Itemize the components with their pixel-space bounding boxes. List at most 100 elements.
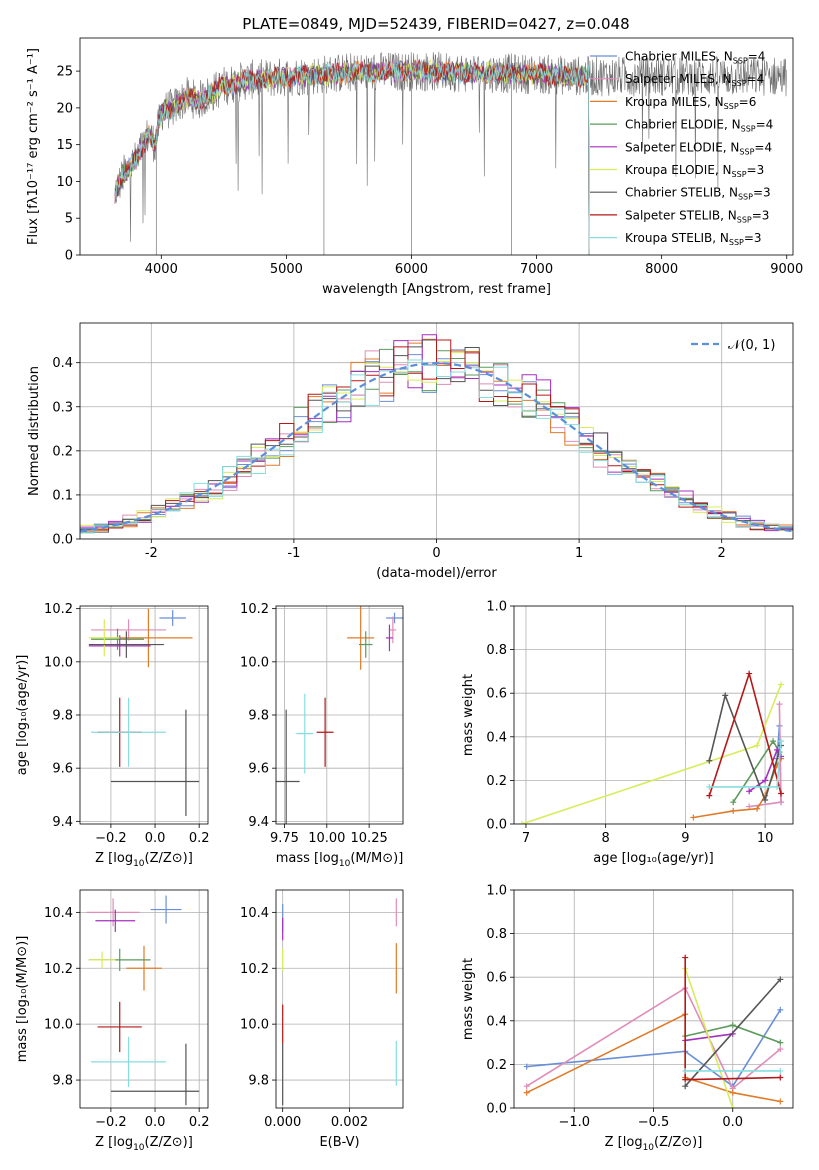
spectrum-ytick-label: 5	[65, 212, 73, 227]
legend-label-salpeter_elodie: Salpeter ELODIE, NSSP=4	[625, 140, 772, 156]
weight_vs_Z-ytick-label: 0.4	[486, 1014, 507, 1029]
residuals-ytick-label: 0.2	[52, 444, 73, 459]
residuals-frame	[79, 322, 794, 540]
mass_vs_Z-frame	[79, 889, 209, 1109]
weight_vs_age-marker-kroupa_stelib	[778, 738, 785, 745]
residuals-ytick-label: 0.4	[52, 356, 73, 371]
weight_vs_age-marker-kroupa_elodie	[778, 681, 785, 688]
weight_vs_age-marker-kroupa_stelib	[706, 783, 713, 790]
weight_vs_age-marker-chabrier_elodie	[730, 799, 737, 806]
age_vs_Z-ytick-label: 9.8	[52, 709, 73, 724]
age_vs_Z-frame	[79, 605, 209, 825]
spectrum-model-line-kroupa_miles	[114, 59, 590, 255]
mass_vs_Z-point-salpeter_elodie	[95, 909, 136, 932]
weight_vs_age-ytick-label: 0.8	[486, 643, 507, 658]
weight_vs_age-marker-chabrier_stelib	[762, 797, 769, 804]
weight_vs_Z-marker-kroupa_miles	[777, 1098, 784, 1105]
weight_vs_age-plot-area	[514, 606, 793, 824]
legend-label-salpeter_stelib: Salpeter STELIB, NSSP=3	[625, 208, 769, 224]
weight_vs_age-marker-kroupa_miles	[730, 807, 737, 814]
age_vs_Z-ytick-label: 9.6	[52, 762, 73, 777]
legend-label-chabrier_elodie: Chabrier ELODIE, NSSP=4	[625, 118, 773, 134]
age_vs_Z-point-kroupa_stelib	[91, 697, 167, 767]
weight_vs_age-marker-kroupa_elodie	[754, 742, 761, 749]
age_vs_Z-ylabel: age [log₁₀(age/yr)]	[15, 655, 30, 776]
weight_vs_age-ytick-label: 1.0	[486, 600, 507, 615]
weight_vs_age-marker-salpeter_elodie	[746, 788, 753, 795]
weight_vs_age-panel: 7 8 9 10 0.0 0.2 0.4 0.6 0.8 1.0 age [log₁₀(age/yr…	[461, 600, 794, 866]
residuals-panel: -2 -1 0 1 2 0.0 0.1 0.2 0.3 0.4 (data-model)/error…	[27, 322, 794, 581]
age_vs_mass-frame	[275, 605, 404, 825]
residuals-xtick-label: 2	[718, 546, 726, 561]
weight_vs_Z-xtick-label: −1.0	[558, 1115, 590, 1130]
mass_vs_Z-plot-area	[80, 890, 208, 1108]
residuals-xlabel: (data-model)/error	[376, 566, 497, 581]
weight_vs_age-frame	[513, 605, 794, 825]
weight_vs_Z-ylabel: mass weight	[461, 958, 476, 1040]
residuals-ytick-label: 0.0	[52, 533, 73, 548]
age_vs_mass-xtick-label: 9.75	[270, 831, 299, 846]
legend-label-kroupa_elodie: Kroupa ELODIE, NSSP=3	[625, 163, 764, 179]
spectrum-panel: 4000 5000 6000 7000 8000 9000 0 5 10 15 20 25 wavele…	[26, 37, 803, 297]
weight_vs_age-xtick-label: 9	[681, 831, 689, 846]
weight_vs_age-marker-salpeter_stelib	[706, 792, 713, 799]
weight_vs_age-marker-salpeter_miles	[746, 803, 753, 810]
normal-curve	[80, 361, 793, 533]
weight_vs_Z-marker-chabrier_elodie	[777, 1039, 784, 1046]
weight_vs_Z-marker-kroupa_elodie	[729, 1105, 736, 1108]
spectrum-model-line-salpeter_elodie	[114, 59, 590, 255]
weight_vs_Z-marker-chabrier_stelib	[777, 976, 784, 983]
weight_vs_age-marker-chabrier_stelib	[706, 757, 713, 764]
weight_vs_Z-marker-salpeter_miles	[777, 1046, 784, 1053]
age_vs_Z-point-chabrier_miles	[159, 609, 186, 626]
weight_vs_age-xtick-label: 7	[522, 831, 530, 846]
spectrum-frame	[79, 37, 794, 256]
spectrum-xtick-label: 4000	[145, 262, 178, 277]
age_vs_mass-xtick-label: 10.25	[351, 831, 388, 846]
mass_vs_ebv-ytick-label: 10.0	[240, 1018, 269, 1033]
mass_vs_Z-ytick-label: 10.2	[44, 962, 73, 977]
spectrum-xtick-label: 7000	[520, 262, 553, 277]
mass_vs_Z-ytick-label: 10.0	[44, 1018, 73, 1033]
weight_vs_age-xtick-label: 10	[757, 831, 774, 846]
age_vs_mass-xtick-label: 10.00	[308, 831, 345, 846]
weight_vs_Z-marker-kroupa_stelib	[777, 1067, 784, 1074]
age_vs_mass-point-chabrier_stelib	[276, 709, 300, 824]
spectrum-xlabel: wavelength [Angstrom, rest frame]	[322, 282, 551, 297]
weight_vs_Z-marker-kroupa_stelib	[682, 1067, 689, 1074]
weight_vs_Z-series-chabrier_stelib	[684, 978, 781, 1087]
weight_vs_age-series-kroupa_elodie	[521, 684, 782, 824]
age_vs_mass-point-chabrier_elodie	[358, 631, 373, 658]
mass_vs_Z-xtick-label: −0.2	[95, 1115, 127, 1130]
spectrum-ytick-label: 0	[65, 249, 73, 264]
weight_vs_Z-xtick-label: −0.5	[638, 1115, 670, 1130]
mass_vs_Z-point-salpeter_miles	[86, 898, 140, 927]
age_vs_mass-point-kroupa_stelib	[296, 693, 314, 774]
weight_vs_age-series-chabrier_stelib	[708, 692, 782, 803]
spectrum-ytick-label: 10	[56, 175, 73, 190]
age_vs_mass-ytick-label: 10.0	[240, 655, 269, 670]
mass_vs_Z-point-chabrier_miles	[150, 895, 182, 924]
age_vs_Z-xtick-label: 0.0	[145, 831, 166, 846]
mass_vs_Z-point-kroupa_miles	[126, 945, 162, 991]
age_vs_Z-panel: −0.2 0.0 0.2 9.4 9.6 9.8 10.0 10.2 Z [log10(Z/Z⊙…	[15, 602, 210, 869]
age_vs_Z-point-salpeter_miles	[91, 619, 167, 641]
age_vs_mass-ytick-label: 9.4	[248, 815, 269, 830]
mass_vs_Z-xtick-label: 0.0	[145, 1115, 166, 1130]
weight_vs_Z-ytick-label: 0.6	[486, 971, 507, 986]
weight_vs_age-marker-salpeter_elodie	[762, 777, 769, 784]
weight_vs_age-ytick-label: 0.4	[486, 730, 507, 745]
weight_vs_age-marker-kroupa_miles	[754, 805, 761, 812]
legend-normal-label: 𝒩(0, 1)	[728, 338, 775, 353]
spectrum-xtick-label: 8000	[645, 262, 678, 277]
weight_vs_age-marker-salpeter_stelib	[746, 670, 753, 677]
weight_vs_Z-series-kroupa_elodie	[684, 968, 734, 1108]
age_vs_mass-plot-area	[276, 606, 403, 824]
weight_vs_age-marker-kroupa_miles	[690, 814, 697, 821]
weight_vs_age-ylabel: mass weight	[461, 674, 476, 756]
spectrum-plot-area	[114, 51, 787, 255]
age_vs_mass-ytick-label: 10.2	[240, 602, 269, 617]
age_vs_mass-point-kroupa_miles	[347, 606, 375, 670]
weight_vs_age-ytick-label: 0.0	[486, 818, 507, 833]
